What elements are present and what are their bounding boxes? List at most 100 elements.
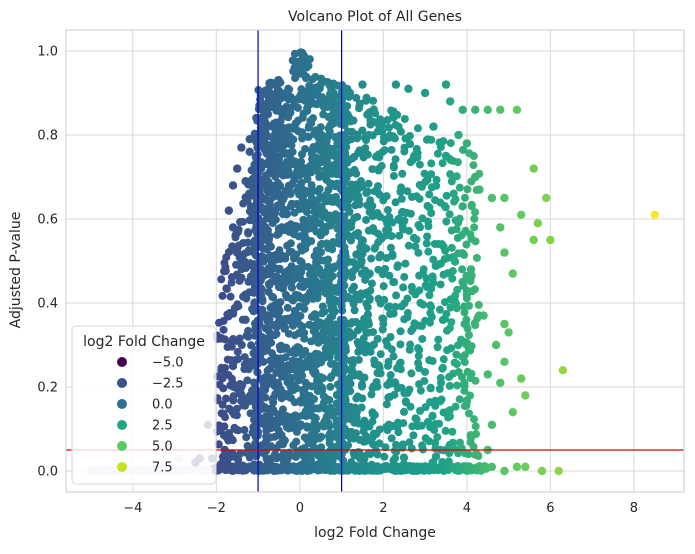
dense-point	[297, 267, 306, 276]
dense-point	[393, 384, 402, 393]
dense-point	[415, 380, 424, 389]
scatter-point	[441, 151, 451, 161]
dense-point	[265, 281, 274, 290]
dense-point	[320, 353, 329, 362]
dense-point	[308, 75, 317, 84]
scatter-point	[558, 366, 568, 375]
dense-point	[246, 272, 255, 281]
dense-point	[426, 318, 435, 327]
dense-point	[422, 274, 431, 283]
dense-point	[289, 441, 298, 450]
dense-point	[423, 232, 432, 241]
dense-point	[457, 444, 466, 453]
dense-point	[250, 129, 259, 138]
scatter-point	[471, 105, 480, 115]
dense-point	[320, 398, 329, 407]
dense-point	[234, 465, 243, 474]
dense-point	[269, 153, 278, 162]
dense-point	[259, 205, 268, 214]
dense-point	[249, 423, 258, 432]
dense-point	[464, 409, 473, 418]
dense-point	[369, 96, 378, 105]
scatter-point	[500, 357, 509, 366]
dense-point	[362, 328, 371, 337]
dense-point	[313, 294, 322, 303]
dense-point	[389, 171, 398, 180]
dense-point	[366, 205, 375, 214]
dense-point	[433, 343, 442, 352]
dense-point	[403, 294, 412, 303]
legend-label: 0.0	[152, 398, 173, 413]
dense-point	[382, 400, 391, 409]
dense-point	[326, 382, 335, 391]
dense-point	[383, 462, 392, 471]
dense-point	[367, 254, 376, 263]
dense-point	[299, 303, 308, 312]
y-tick-label: 0.4	[37, 297, 58, 312]
dense-point	[288, 413, 297, 422]
scatter-point	[458, 105, 467, 115]
dense-point	[309, 99, 318, 108]
scatter-point	[508, 269, 517, 278]
scatter-point	[237, 273, 246, 282]
dense-point	[244, 332, 253, 341]
dense-point	[471, 321, 480, 330]
dense-point	[368, 384, 377, 393]
dense-point	[297, 246, 306, 255]
dense-point	[339, 247, 348, 256]
dense-point	[438, 159, 447, 168]
dense-point	[217, 363, 226, 372]
dense-point	[427, 159, 436, 168]
dense-point	[266, 166, 275, 175]
dense-point	[317, 74, 326, 83]
dense-point	[415, 321, 424, 330]
dense-point	[445, 372, 454, 381]
dense-point	[313, 156, 322, 165]
legend-marker	[117, 378, 127, 388]
dense-point	[426, 309, 435, 318]
dense-point	[371, 243, 380, 252]
dense-point	[358, 236, 367, 245]
dense-point	[401, 397, 410, 406]
dense-point	[319, 392, 328, 401]
dense-point	[363, 150, 372, 159]
dense-point	[254, 339, 263, 348]
dense-point	[372, 429, 381, 438]
dense-point	[286, 393, 295, 402]
dense-point	[318, 309, 327, 318]
dense-point	[380, 146, 389, 155]
legend-label: 2.5	[152, 419, 173, 434]
dense-point	[436, 280, 445, 289]
dense-point	[314, 350, 323, 359]
dense-point	[350, 214, 359, 223]
dense-point	[460, 319, 469, 328]
scatter-point	[496, 105, 505, 115]
dense-point	[264, 324, 273, 333]
dense-point	[257, 265, 266, 274]
dense-point	[261, 393, 270, 402]
dense-point	[407, 282, 416, 291]
scatter-point	[521, 391, 530, 400]
dense-point	[431, 452, 440, 461]
dense-point	[455, 183, 464, 192]
dense-point	[314, 140, 323, 149]
legend-label: 7.5	[152, 461, 173, 476]
dense-point	[219, 316, 228, 325]
dense-point	[321, 289, 330, 298]
dense-point	[451, 257, 460, 266]
legend-box	[71, 325, 217, 485]
dense-point	[305, 55, 314, 64]
dense-point	[387, 434, 396, 443]
dense-point	[288, 321, 297, 330]
scatter-point	[479, 311, 488, 320]
dense-point	[297, 461, 306, 470]
dense-point	[426, 423, 435, 432]
dense-point	[346, 329, 355, 338]
dense-point	[423, 283, 432, 292]
legend-marker	[117, 420, 127, 430]
dense-point	[272, 106, 281, 115]
dense-point	[267, 442, 276, 451]
dense-point	[349, 300, 358, 309]
dense-point	[283, 222, 292, 231]
dense-point	[452, 299, 461, 308]
